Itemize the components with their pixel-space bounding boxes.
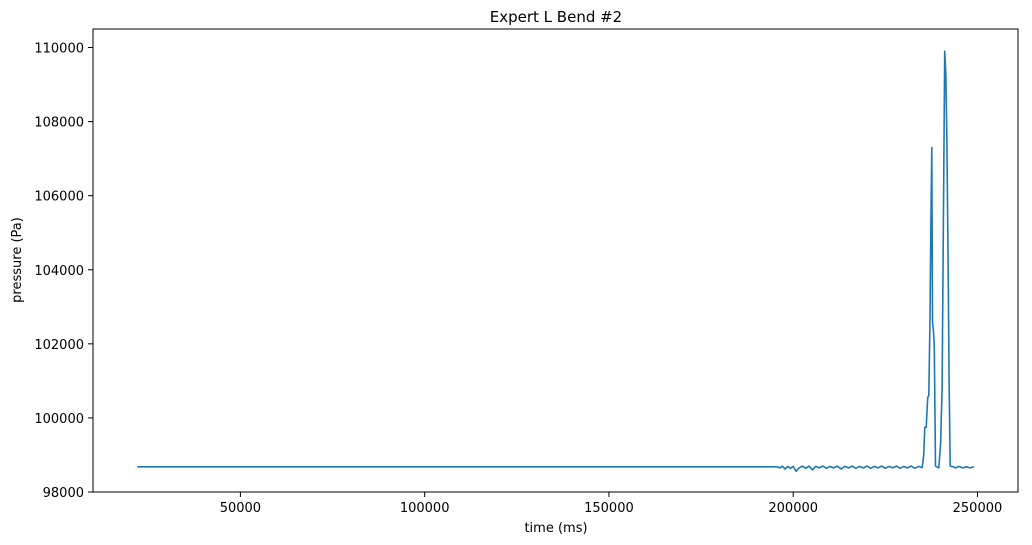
y-tick-label: 104000 (34, 264, 84, 279)
y-axis-label: pressure (Pa) (10, 217, 25, 303)
chart-title: Expert L Bend #2 (490, 8, 622, 26)
plot-frame (92, 28, 1019, 493)
plot-area (137, 50, 975, 473)
y-tick-label: 100000 (34, 412, 84, 427)
x-tick-label: 250000 (953, 501, 1003, 516)
y-tick-label: 108000 (34, 116, 84, 131)
x-tick-label: 200000 (768, 501, 818, 516)
y-tick-label: 98000 (43, 486, 84, 501)
x-axis: 50000 100000 150000 200000 250000 (220, 492, 1003, 516)
y-tick-label: 106000 (34, 190, 84, 205)
x-tick-label: 150000 (584, 501, 634, 516)
x-tick-label: 50000 (220, 501, 261, 516)
y-tick-label: 102000 (34, 338, 84, 353)
y-tick-label: 110000 (34, 42, 84, 57)
x-tick-label: 100000 (400, 501, 450, 516)
series-line-1 (137, 50, 975, 473)
y-axis: 98000 100000 102000 104000 106000 108000 11000… (34, 42, 93, 501)
x-axis-label: time (ms) (524, 521, 587, 536)
